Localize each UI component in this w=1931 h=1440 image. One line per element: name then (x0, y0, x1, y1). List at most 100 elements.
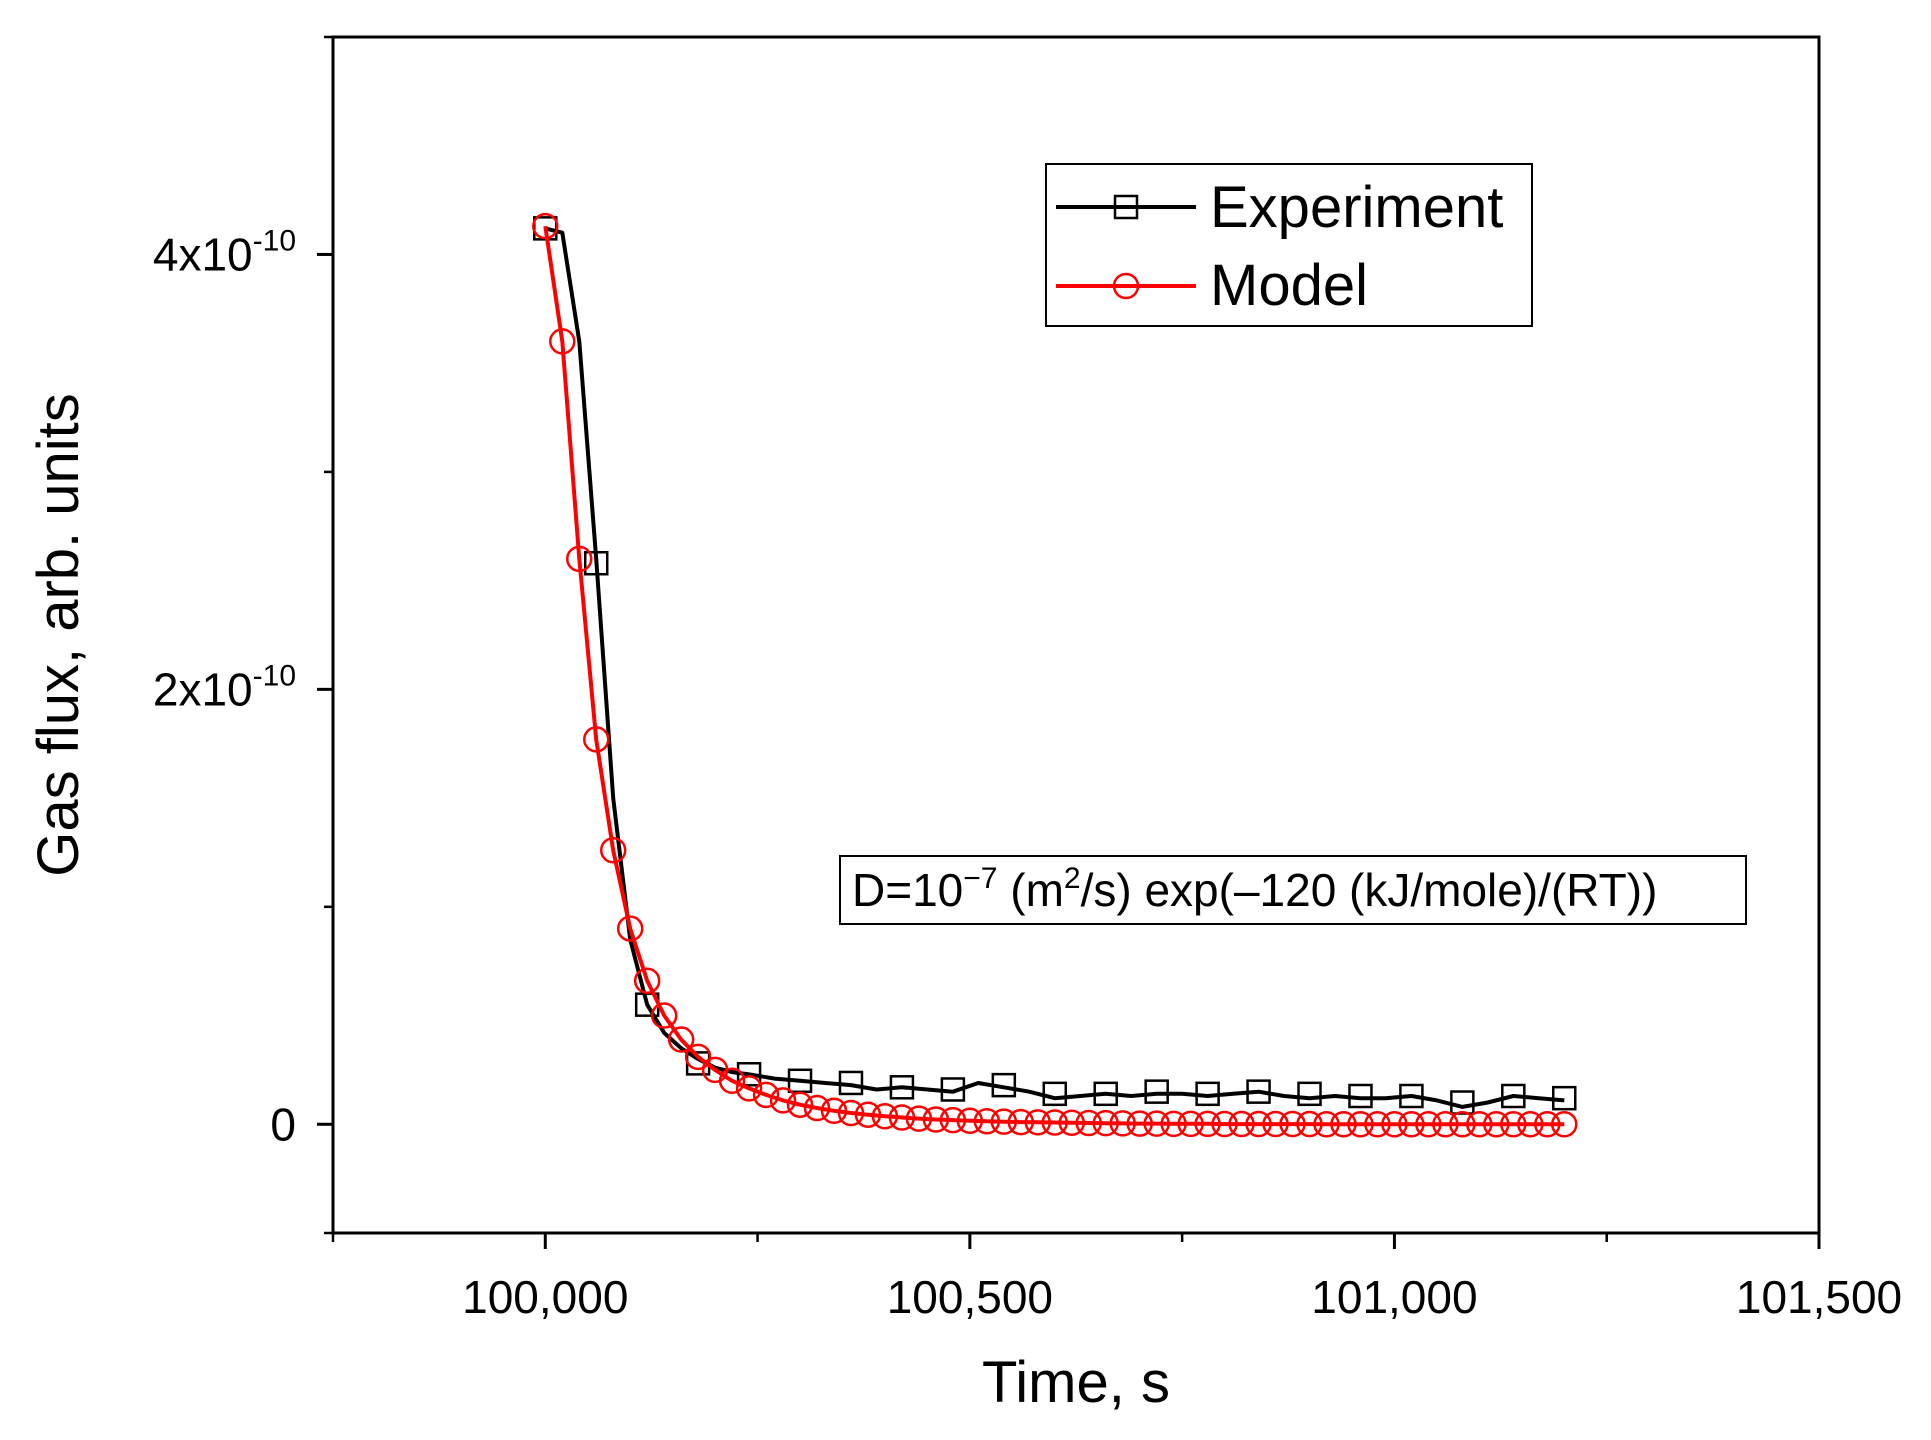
model-point (973, 1107, 1001, 1135)
model-point (735, 1075, 763, 1102)
legend-model-label: Model (1210, 253, 1368, 318)
model-point (803, 1094, 831, 1122)
x-tick-label: 101,000 (1311, 1271, 1477, 1323)
y-tick-label: 0 (270, 1098, 296, 1150)
model-point (1449, 1111, 1476, 1138)
experiment-point (940, 1077, 966, 1102)
model-point (1466, 1111, 1493, 1138)
y-tick-label: 4x10-10 (153, 224, 296, 280)
experiment-point (1093, 1081, 1118, 1107)
experiment-point (838, 1070, 864, 1096)
model-point (1398, 1111, 1425, 1138)
model-point (1330, 1111, 1357, 1138)
model-point (718, 1067, 746, 1095)
model-point (1364, 1111, 1391, 1138)
x-tick-label: 100,500 (887, 1271, 1053, 1323)
model-point (1160, 1110, 1187, 1138)
model-point (1126, 1110, 1153, 1137)
model-point (905, 1105, 933, 1132)
experiment-point (1348, 1083, 1373, 1109)
legend-experiment-marker (1113, 194, 1139, 220)
y-tick-label-exponent: -10 (253, 659, 296, 692)
model-point (1211, 1110, 1238, 1138)
annotation-part: −7 (963, 862, 997, 895)
y-tick-label-base: 0 (270, 1098, 296, 1150)
model-point (1517, 1111, 1544, 1138)
model-point (1381, 1111, 1408, 1138)
experiment-point (991, 1072, 1017, 1098)
model-point (786, 1091, 814, 1118)
experiment-point (1195, 1081, 1220, 1107)
x-axis-title: Time, s (982, 1350, 1170, 1415)
model-point (684, 1043, 712, 1071)
annotation-text: D=10−7 (m2/s) exp(–120 (kJ/mole)/(RT)) (852, 862, 1657, 916)
model-point (1551, 1111, 1578, 1138)
model-point (1041, 1109, 1069, 1136)
model-point (633, 967, 661, 995)
experiment-line (544, 226, 1565, 1109)
model-point (1279, 1110, 1306, 1138)
model-point (837, 1099, 865, 1127)
model-point (888, 1104, 916, 1131)
model-point (1313, 1111, 1340, 1138)
y-axis-title: Gas flux, arb. units (26, 393, 91, 877)
model-point (667, 1026, 695, 1053)
model-point (1007, 1108, 1035, 1136)
experiment-point (1450, 1090, 1475, 1115)
model-point (1177, 1110, 1204, 1138)
experiment-point (1501, 1083, 1526, 1109)
experiment-point (1399, 1083, 1424, 1109)
model-point (1500, 1111, 1527, 1138)
experiment-point (1144, 1079, 1169, 1104)
experiment-point (1297, 1081, 1322, 1107)
experiment-point (889, 1075, 915, 1100)
y-tick-label-base: 2x10 (153, 663, 253, 715)
x-tick-label: 100,000 (462, 1271, 628, 1323)
model-point (939, 1106, 967, 1134)
model-point (752, 1081, 780, 1109)
model-point (566, 545, 593, 573)
model-point (922, 1106, 950, 1133)
model-point (1483, 1111, 1510, 1138)
annotation-box (839, 855, 1747, 925)
experiment-point (1246, 1079, 1271, 1104)
model-point (1228, 1110, 1255, 1138)
model-point (820, 1097, 848, 1125)
model-point (990, 1108, 1018, 1135)
model-point (1347, 1111, 1374, 1138)
legend-model-marker (1112, 272, 1140, 300)
model-point (1075, 1109, 1102, 1137)
model-point (871, 1102, 899, 1130)
model-point (1415, 1111, 1442, 1138)
model-point (650, 1002, 678, 1029)
plot-frame (331, 35, 1821, 1235)
model-point (549, 328, 576, 355)
model-point (1058, 1109, 1086, 1137)
y-axis-ticks: 0 2x10-10 4x10-10 (153, 35, 333, 1235)
model-point (1024, 1109, 1052, 1136)
x-tick-label: 101,500 (1736, 1271, 1902, 1323)
annotation-part: 2 (1064, 862, 1081, 895)
model-point (1143, 1110, 1170, 1137)
model-point (532, 212, 559, 240)
model-point (1245, 1110, 1272, 1138)
y-tick-label-base: 4x10 (153, 228, 253, 280)
model-point (1262, 1110, 1289, 1138)
series-layer (532, 212, 1578, 1138)
annotation-part: /s) exp(–120 (kJ/mole)/(RT)) (1081, 864, 1658, 916)
model-point (599, 837, 627, 864)
model-point (1296, 1110, 1323, 1138)
experiment-point (1042, 1081, 1068, 1107)
annotation-part: D=10 (852, 864, 963, 916)
series-model (532, 212, 1578, 1138)
model-point (1109, 1110, 1136, 1137)
legend-experiment-label: Experiment (1210, 175, 1503, 240)
annotation: D=10−7 (m2/s) exp(–120 (kJ/mole)/(RT)) (839, 855, 1747, 925)
model-line (543, 225, 1565, 1127)
legend: Experiment Model (1045, 163, 1533, 327)
experiment-point (1552, 1085, 1577, 1111)
experiment-point (583, 550, 609, 576)
model-point (1534, 1111, 1561, 1138)
model-point (1194, 1110, 1221, 1138)
